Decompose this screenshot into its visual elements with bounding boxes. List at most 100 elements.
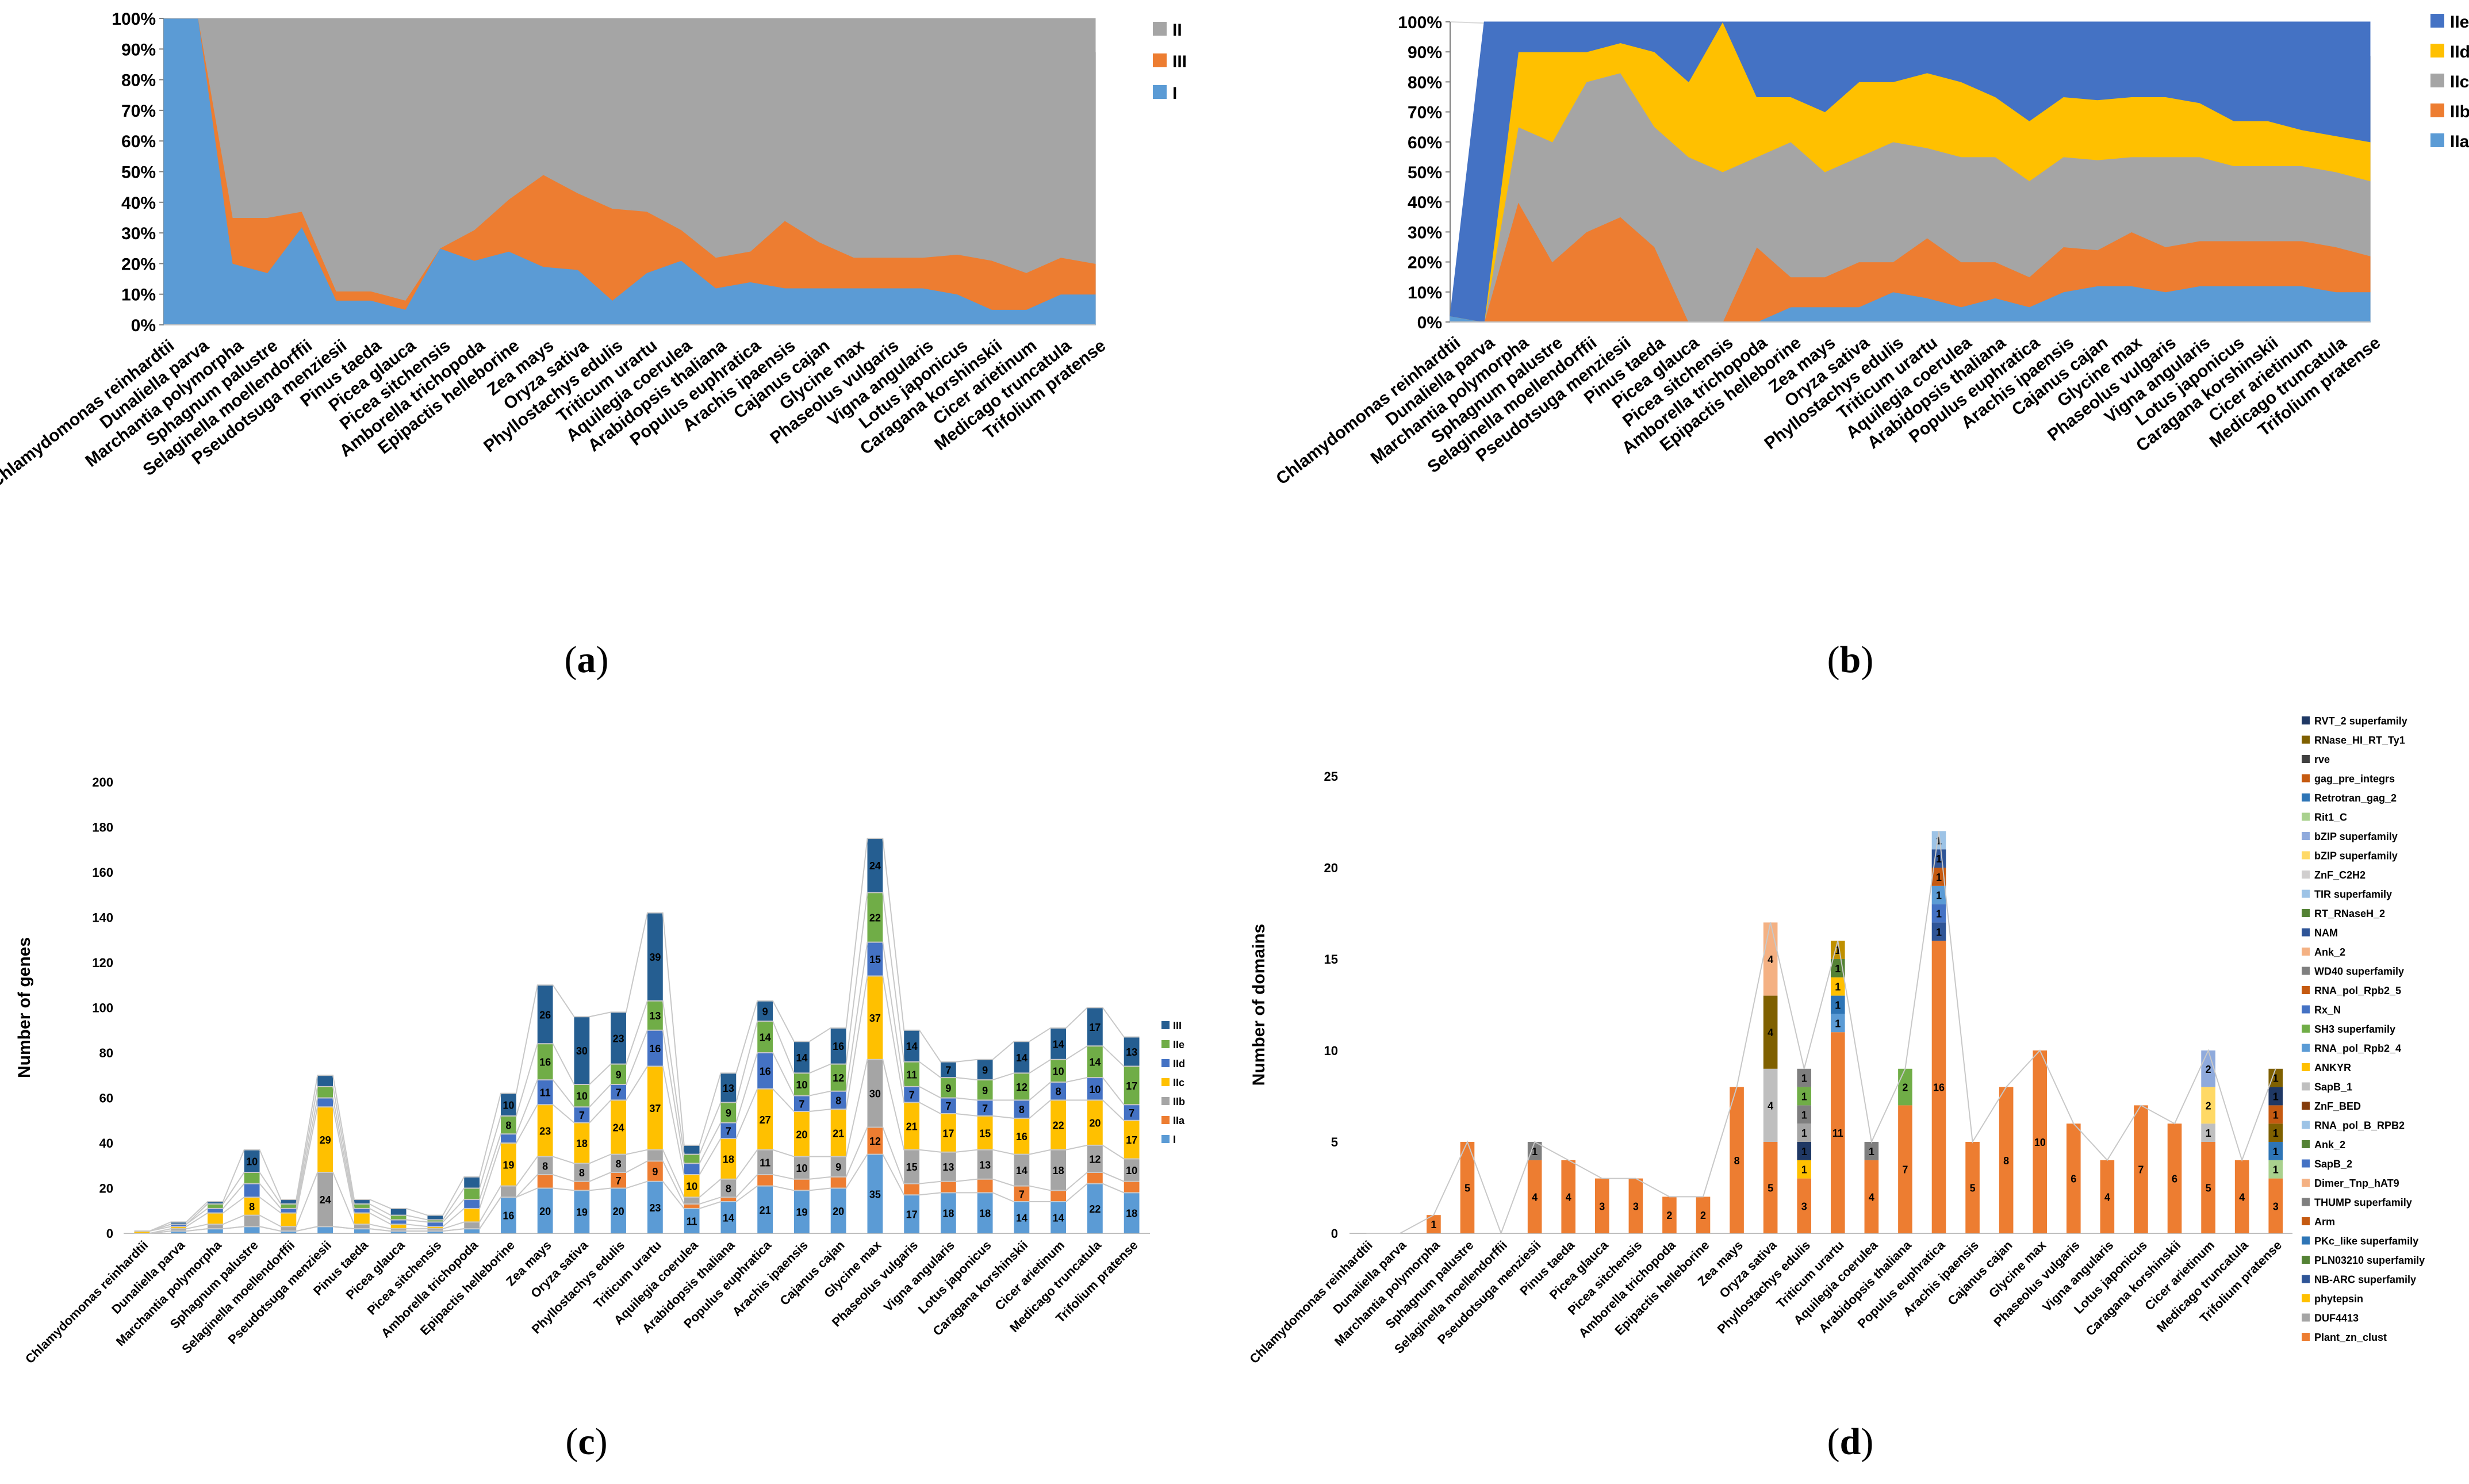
legend-label: IId: [1173, 1058, 1185, 1069]
bar-segment-IIe: [1014, 1073, 1030, 1100]
bar-value-label: 17: [1126, 1080, 1137, 1092]
bar-value-label: 17: [906, 1209, 918, 1221]
legend-label: gag_pre_integrs: [2314, 773, 2395, 785]
bar-value-label: 10: [1126, 1165, 1137, 1176]
bar-value-label: 5: [1970, 1183, 1976, 1194]
legend-swatch: [2302, 1217, 2310, 1225]
bar-value-label: 10: [1053, 1065, 1064, 1077]
bar-segment-IIb: [537, 1156, 553, 1175]
bar-segment: [2268, 1160, 2283, 1179]
bar-segment-I: [904, 1195, 920, 1233]
y-tick-label: 10%: [121, 286, 156, 305]
bar-value-label: 14: [1016, 1213, 1028, 1224]
legend-swatch: [1161, 1021, 1170, 1029]
legend-swatch: [2302, 1333, 2310, 1341]
bar-segment-base: [1730, 1087, 1744, 1233]
bar-segment: [1763, 1068, 1778, 1142]
bar-segment-IIb: [647, 1149, 663, 1161]
bar-value-label: 3: [1599, 1201, 1605, 1212]
bar-value-label: 10: [2034, 1137, 2046, 1148]
bar-value-label: 7: [909, 1090, 915, 1101]
bar-value-label: 1: [1801, 1128, 1807, 1139]
bar-value-label: 2: [2206, 1100, 2211, 1111]
legend-label: DUF4413: [2314, 1313, 2359, 1324]
legend-label: RNA_pol_Rpb2_5: [2314, 985, 2401, 996]
bar-value-label: 4: [2239, 1191, 2245, 1203]
bar-segment-IIc: [1051, 1100, 1067, 1150]
legend-label: PKc_like superfamily: [2314, 1236, 2418, 1247]
bar-value-label: 1: [1835, 1000, 1841, 1011]
bar-value-label: 10: [796, 1163, 807, 1174]
legend-swatch: [2302, 832, 2310, 840]
bar-value-label: 37: [869, 1013, 881, 1024]
bar-value-label: 9: [982, 1064, 988, 1076]
caption-d: (d): [1827, 1421, 1874, 1463]
y-tick-label: 0%: [1417, 313, 1442, 332]
y-tick-label: 5: [1331, 1135, 1338, 1149]
bar-segment-IIc: [281, 1213, 297, 1227]
bar-value-label: 1: [2273, 1146, 2279, 1157]
bar-value-label: 2: [1666, 1210, 1672, 1221]
bar-value-label: 8: [505, 1120, 511, 1132]
bar-segment: [1830, 977, 1845, 996]
bar-segment-I: [207, 1229, 223, 1233]
bar-value-label: 24: [320, 1194, 331, 1206]
legend-swatch: [2302, 793, 2310, 802]
bar-segment-IIa: [977, 1179, 993, 1193]
bar-value-label: 4: [1768, 1100, 1773, 1111]
bar-value-label: 4: [1768, 1027, 1773, 1038]
bar-value-label: 10: [576, 1091, 588, 1102]
legend-label: Ank_2: [2314, 946, 2345, 958]
legend-label: I: [1172, 84, 1177, 103]
bar-value-label: 21: [833, 1128, 844, 1139]
bar-value-label: 1: [2273, 1128, 2279, 1139]
bar-segment-IIa: [611, 1172, 627, 1188]
bar-segment-IIc: [171, 1226, 187, 1229]
chart-a: 0%10%20%30%40%50%60%70%80%90%100%Chlamyd…: [0, 10, 1187, 492]
bar-segment-IIb: [1124, 1159, 1140, 1182]
bar-segment: [1797, 1068, 1812, 1087]
bar-segment-IIa: [830, 1176, 846, 1188]
bar-segment-base: [2033, 1050, 2048, 1233]
bar-value-label: 7: [1019, 1188, 1025, 1200]
legend-swatch: [2302, 1121, 2310, 1129]
bar-value-label: 1: [1835, 981, 1841, 993]
legend-label: PLN03210 superfamily: [2314, 1255, 2425, 1266]
bar-value-label: 9: [762, 1006, 768, 1017]
legend-swatch: [2302, 735, 2310, 744]
bar-segment-III: [1124, 1037, 1140, 1067]
y-tick-label: 50%: [121, 163, 156, 182]
bar-segment-IIa: [574, 1181, 590, 1191]
legend-label: TIR superfamily: [2314, 889, 2392, 900]
y-tick-label: 0: [106, 1226, 113, 1241]
bar-value-label: 13: [942, 1161, 954, 1173]
y-tick-label: 70%: [1408, 103, 1442, 122]
bar-segment-IId: [1087, 1077, 1103, 1100]
legend-swatch: [2302, 1063, 2310, 1071]
bar-value-label: 8: [726, 1183, 731, 1195]
bar-value-label: 1: [1801, 1146, 1807, 1157]
bar-value-label: 7: [945, 1064, 951, 1076]
bar-value-label: 7: [1129, 1107, 1134, 1119]
bar-segment-III: [244, 1149, 260, 1173]
legend-label: NAM: [2314, 927, 2338, 939]
y-tick-label: 15: [1324, 952, 1338, 967]
bar-value-label: 12: [1016, 1082, 1028, 1093]
bar-segment-IIc: [134, 1231, 150, 1233]
bar-segment-IId: [793, 1095, 810, 1112]
bar-segment-IIb: [1014, 1154, 1030, 1186]
legend-label: Dimer_Tnp_hAT9: [2314, 1178, 2399, 1189]
bar-segment-IId: [684, 1163, 700, 1175]
legend-swatch: [2430, 14, 2444, 28]
legend-swatch: [2302, 1313, 2310, 1322]
y-tick-label: 30%: [1408, 223, 1442, 242]
bar-segment-IIb: [793, 1156, 810, 1179]
bar-segment-IIa: [867, 1127, 883, 1155]
bar-segment: [2268, 1142, 2283, 1160]
bar-segment-III: [793, 1041, 810, 1073]
bar-value-label: 1: [1869, 1146, 1874, 1157]
bar-segment-IId: [830, 1091, 846, 1110]
bar-segment-base: [1696, 1197, 1711, 1233]
bar-segment-base: [1830, 1032, 1845, 1233]
bar-segment-III: [940, 1061, 956, 1078]
